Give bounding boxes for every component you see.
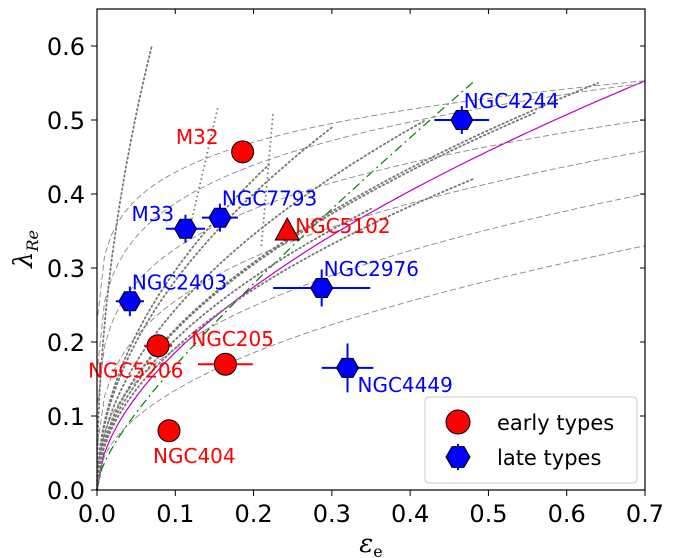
legend-early-marker — [445, 409, 471, 435]
point-ngc5206 — [146, 334, 170, 358]
point-ngc404 — [157, 419, 181, 443]
green-dashdot-curve — [96, 81, 474, 491]
grey-dotted-curve — [96, 45, 153, 491]
grey-dashed-curve — [97, 80, 646, 316]
grey-dashed-curve — [97, 245, 646, 479]
legend: early types late types — [424, 396, 638, 484]
x-tick-label: 0.3 — [313, 500, 351, 528]
x-tick-label: 0.7 — [626, 500, 664, 528]
label-ngc205: NGC205 — [191, 327, 274, 351]
y-tick-label: 0.6 — [47, 33, 85, 61]
legend-early-label: early types — [497, 411, 614, 435]
x-axis-title: εe — [359, 529, 382, 558]
label-ngc404: NGC404 — [153, 444, 236, 468]
grey-dotted-curve — [96, 163, 271, 491]
label-ngc4244: NGC4244 — [464, 89, 559, 113]
y-tick-label: 0.1 — [47, 403, 85, 431]
grey-dotted-curve — [96, 178, 474, 491]
grey-dotted-curve — [96, 126, 333, 491]
x-tick-label: 0.4 — [391, 500, 429, 528]
label-m32: M32 — [176, 125, 219, 149]
y-tick-label: 0.4 — [47, 181, 85, 209]
y-tick-label: 0.3 — [47, 255, 85, 283]
y-tick-label: 0.0 — [47, 477, 85, 505]
point-ngc5102 — [274, 216, 301, 241]
edge-on-curve — [96, 80, 646, 491]
x-tick-label: 0.0 — [78, 500, 116, 528]
legend-box — [424, 396, 638, 484]
point-m32 — [231, 140, 255, 164]
point-ngc4244 — [450, 110, 474, 130]
label-ngc5206: NGC5206 — [88, 359, 183, 383]
point-m33 — [173, 218, 198, 239]
grey-dotted-curve — [96, 82, 599, 491]
label-ngc5102: NGC5102 — [295, 214, 390, 238]
y-axis-title: λRe — [9, 230, 42, 269]
grey-dotted-curve — [96, 207, 372, 491]
point-ngc2403 — [118, 291, 142, 312]
point-ngc205 — [213, 352, 237, 376]
label-ngc4449: NGC4449 — [358, 373, 453, 397]
x-tick-label: 0.1 — [156, 500, 194, 528]
grey-dotted-curve — [96, 111, 537, 491]
axis-ticks: 0.0 0.1 0.2 0.3 0.4 0.5 0.6 0.7 0.0 0.1 0.2 0.3 0.4 0… — [47, 9, 664, 528]
x-tick-label: 0.2 — [234, 500, 272, 528]
y-tick-label: 0.2 — [47, 329, 85, 357]
label-m33: M33 — [131, 202, 174, 226]
label-ngc2976: NGC2976 — [324, 257, 419, 281]
plot-frame — [96, 8, 646, 491]
y-tick-label: 0.5 — [47, 107, 85, 135]
label-ngc2403: NGC2403 — [132, 270, 227, 294]
point-ngc2976 — [310, 278, 334, 298]
grey-dashed-curve — [97, 193, 646, 466]
point-ngc7793 — [208, 207, 232, 228]
data-points: M32 NGC205 NGC5206 NGC404 NGC5102 NGC4244 NGC7… — [88, 89, 559, 468]
grey-dashed-curve — [97, 150, 646, 443]
point-ngc4449 — [335, 357, 360, 378]
grey-dashed-curve — [97, 82, 646, 365]
x-tick-label: 0.5 — [469, 500, 507, 528]
label-ngc7793: NGC7793 — [222, 187, 317, 211]
grey-dashed-curve — [97, 119, 646, 403]
legend-late-label: late types — [497, 446, 601, 470]
x-tick-label: 0.6 — [548, 500, 586, 528]
